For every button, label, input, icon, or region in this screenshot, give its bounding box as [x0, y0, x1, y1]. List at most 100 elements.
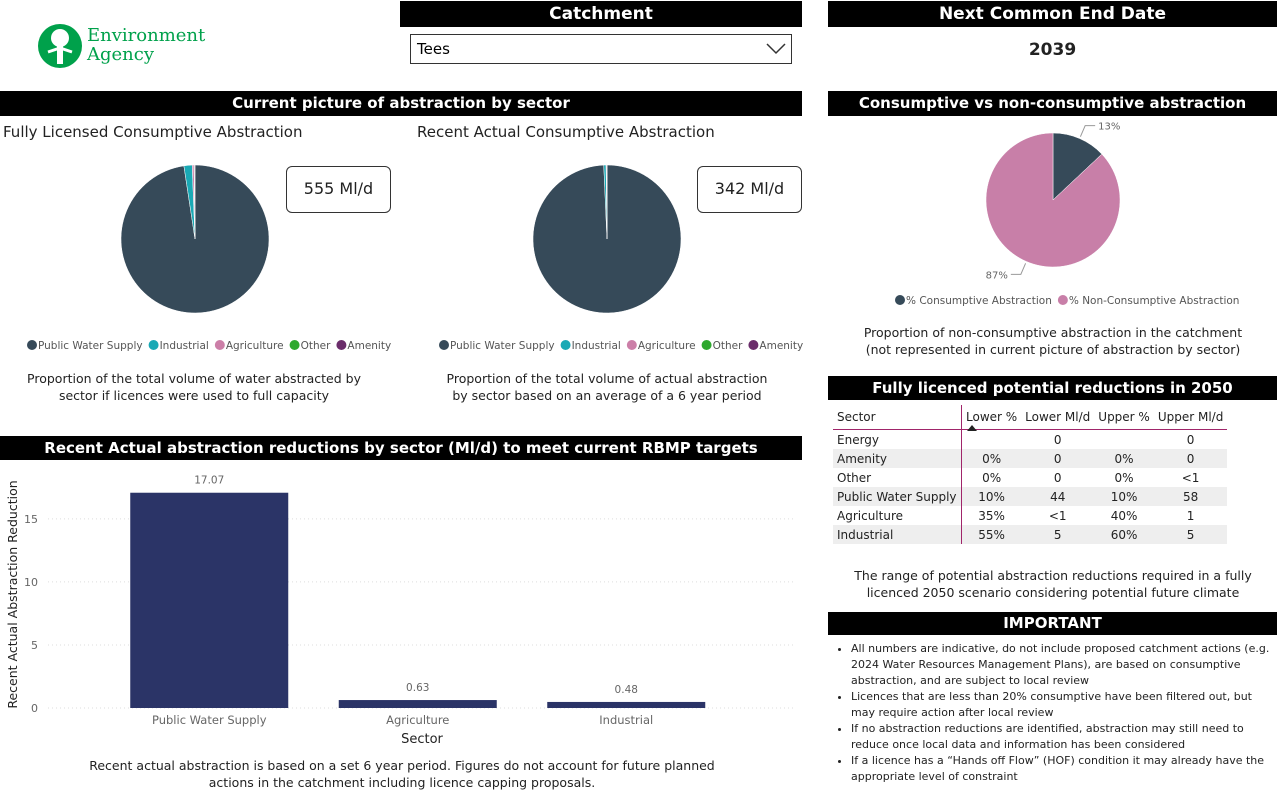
legend-marker [336, 340, 347, 350]
pie-slice [120, 164, 270, 314]
legend-marker [214, 340, 225, 350]
note: If a licence has a “Hands off Flow” (HOF… [851, 753, 1271, 785]
caption: Proportion of the total volume of water … [27, 371, 361, 403]
legend-label: Other [713, 340, 743, 352]
table-row: Amenity 0% 0 0% 0 [833, 449, 1228, 468]
legend-marker [289, 340, 300, 350]
caption: Proportion of the total volume of actual… [446, 371, 768, 403]
caption: Proportion of non-consumptive abstractio… [863, 325, 1243, 357]
table-cell: 10% [961, 487, 1022, 506]
note: All numbers are indicative, do not inclu… [851, 641, 1271, 689]
table-cell: Public Water Supply [833, 487, 962, 506]
pie-title: Fully Licensed Consumptive Abstraction [3, 123, 303, 141]
caption: Recent actual abstraction is based on a … [89, 758, 715, 790]
bar [547, 701, 706, 708]
data-label: 13% [1098, 122, 1120, 133]
bar [338, 700, 497, 708]
pie-slice [605, 164, 608, 240]
table-cell: 5 [1021, 525, 1095, 544]
y-tick-label: 5 [31, 639, 38, 652]
pie-slice [183, 164, 196, 240]
table-row: Energy 0 0 [833, 429, 1227, 449]
sort-arrow [967, 425, 977, 431]
legend-label: Amenity [759, 340, 803, 352]
table-cell: 60% [1094, 525, 1154, 544]
column-header: Upper Ml/d [1153, 405, 1228, 430]
kpi-card: 555 Ml/d [286, 166, 391, 213]
legend-label: % Non-Consumptive Abstraction [1069, 295, 1240, 307]
table-cell: 0% [961, 449, 1022, 468]
end-date-value: 2039 [1028, 40, 1077, 60]
data-label: 17.07 [194, 475, 224, 487]
legend-marker [1057, 295, 1068, 305]
column-header: Upper % [1094, 405, 1154, 430]
table-row: Other 0% 0 0% <1 [833, 468, 1227, 487]
pie-slice [191, 164, 196, 240]
table-cell: <1 [1181, 470, 1200, 485]
bar [130, 492, 289, 708]
pie-slice [532, 164, 682, 314]
catchment-dropdown[interactable]: Tees [410, 34, 792, 64]
table-cell: 0 [1153, 449, 1228, 468]
leader-line [1079, 125, 1096, 137]
table-cell: Other [833, 468, 962, 487]
column-header: Lower % [961, 405, 1022, 430]
leader-line [1010, 263, 1027, 275]
logo-icon [38, 24, 82, 68]
table-cell: Agriculture [833, 506, 962, 525]
x-tick-label: Agriculture [386, 713, 449, 727]
table-cell: 35% [978, 508, 1005, 523]
legend-label: Public Water Supply [38, 340, 143, 352]
legend-marker [148, 340, 159, 350]
legend-label: Agriculture [226, 340, 284, 352]
y-tick-label: 0 [31, 702, 38, 715]
legend-label: Industrial [160, 340, 209, 352]
y-tick-label: 10 [24, 576, 38, 589]
important-notes: All numbers are indicative, do not inclu… [843, 641, 1271, 785]
logo-text: Environment Agency [87, 26, 205, 64]
data-label: 0.48 [615, 684, 638, 696]
y-tick-label: 15 [24, 513, 38, 526]
table-cell: 0 [1053, 470, 1062, 485]
catchment-header: Catchment [400, 1, 802, 27]
table-cell: 44 [1021, 487, 1095, 506]
kpi-card: 342 Ml/d [697, 166, 802, 213]
table-cell: 58 [1153, 487, 1228, 506]
data-label: 0.63 [406, 682, 429, 694]
column-header: Sector [833, 405, 962, 430]
section-header: IMPORTANT [828, 612, 1277, 635]
column-header: Lower Ml/d [1021, 405, 1095, 430]
table-cell: 10% [1094, 487, 1154, 506]
pie-title: Recent Actual Consumptive Abstraction [417, 123, 715, 141]
pie-slice [1052, 132, 1103, 201]
table-header-row: Sector Lower % Lower Ml/d Upper % Upper Ml/d [833, 405, 1228, 430]
y-axis-label: Recent Actual Abstraction Reduction [5, 480, 20, 708]
table-cell: 1 [1186, 508, 1195, 523]
note: Licences that are less than 20% consumpt… [851, 689, 1271, 721]
legend-marker [626, 340, 637, 350]
table-cell: 40% [1110, 508, 1138, 523]
legend-label: Amenity [347, 340, 391, 352]
caption: The range of potential abstraction reduc… [854, 568, 1252, 600]
table-cell: 0% [1114, 470, 1134, 485]
table-cell: 0 [1053, 432, 1062, 447]
table-cell: 0 [1186, 432, 1195, 447]
legend-label: Agriculture [638, 340, 696, 352]
table-cell: 5 [1153, 525, 1228, 544]
legend-marker [748, 340, 759, 350]
table-cell: 55% [961, 525, 1022, 544]
legend-marker [439, 340, 449, 350]
end-date-header: Next Common End Date [828, 1, 1277, 27]
table-cell: <1 [1048, 508, 1067, 523]
legend-label: Public Water Supply [450, 340, 555, 352]
note: If no abstraction reductions are identif… [851, 721, 1271, 753]
legend-label: Other [301, 340, 331, 352]
section-header: Current picture of abstraction by sector [0, 91, 802, 116]
chevron [766, 43, 786, 55]
logo-line: Agency [87, 44, 155, 65]
pie-slice [193, 164, 196, 240]
legend-label: % Consumptive Abstraction [906, 295, 1052, 307]
section-header: Consumptive vs non-consumptive abstracti… [828, 91, 1277, 116]
table-cell: Amenity [833, 449, 962, 468]
